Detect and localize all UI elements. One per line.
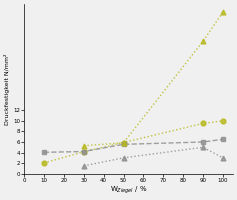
X-axis label: W$_{Ziegel}$ / %: W$_{Ziegel}$ / % (110, 184, 147, 196)
Y-axis label: Druckfestigkeit N/mm²: Druckfestigkeit N/mm² (4, 53, 10, 125)
